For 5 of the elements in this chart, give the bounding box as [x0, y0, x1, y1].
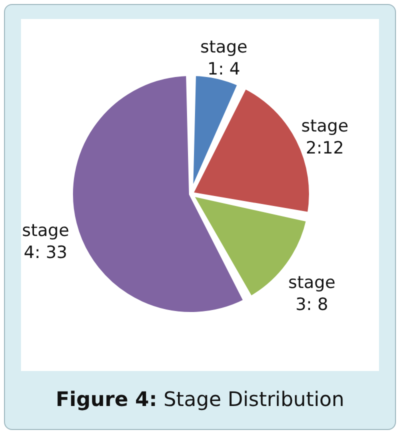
- slice-label: stage 2:12: [301, 116, 348, 158]
- slice-label: stage 1: 4: [200, 38, 248, 80]
- text: Figure 4: Stage Distribution: [54, 387, 346, 411]
- slice-label: stage 3: 8: [288, 272, 336, 315]
- slice-label: stage 4: 33: [22, 220, 70, 263]
